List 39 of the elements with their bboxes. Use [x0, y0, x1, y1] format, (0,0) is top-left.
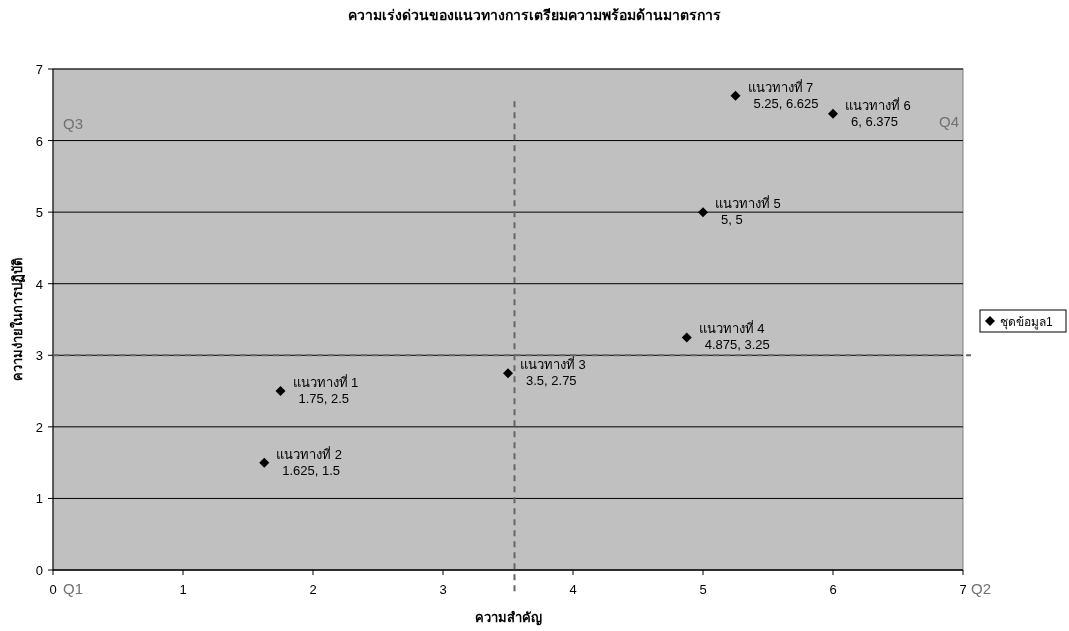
- text: Q2: [971, 580, 992, 597]
- y-tick-label: 5: [35, 205, 43, 221]
- point: [259, 457, 270, 468]
- data-label: แนวทางที่ 1 1.75, 2.5: [292, 374, 359, 407]
- annotation: Q4: [938, 113, 959, 130]
- data-label: แนวทางที่ 3 3.5, 2.75: [520, 356, 586, 389]
- x-axis-title: ความสำคัญ: [474, 610, 542, 626]
- x-tick-label: 6: [829, 582, 837, 597]
- point: [275, 386, 286, 397]
- x-tick-label: 5: [699, 582, 707, 597]
- x-tick-label: 1: [179, 582, 187, 597]
- x-tick-label: 0: [49, 582, 57, 597]
- chart-title: ความเร่งด่วนของแนวทางการเตรียมความพร้อมด้านมาตรการ: [348, 7, 721, 23]
- point: [730, 90, 741, 101]
- y-axis-title: ความง่ายในการปฏิบัติ: [9, 258, 26, 381]
- data-label: แนวทางที่ 5 5, 5: [715, 195, 781, 228]
- point: [698, 207, 708, 218]
- legend: ชุดข้อมูล1: [979, 309, 1067, 333]
- point: [681, 332, 692, 343]
- y-tick-label: 3: [35, 348, 43, 364]
- y-tick-label: 2: [35, 419, 43, 435]
- data-label: แนวทางที่ 2 1.625, 1.5: [276, 445, 343, 478]
- legend-label: ชุดข้อมูล1: [1000, 315, 1053, 330]
- x-tick-label: 7: [959, 582, 967, 597]
- x-tick-label: 3: [439, 582, 447, 597]
- y-tick-label: 6: [35, 133, 43, 149]
- annotation: Q3: [63, 115, 84, 132]
- x-tick-label: 4: [569, 582, 577, 597]
- text: Q1: [63, 580, 84, 597]
- data-label: แนวทางที่ 7 5.25, 6.625: [747, 78, 819, 111]
- point: [828, 108, 838, 119]
- y-tick-label: 4: [35, 276, 43, 292]
- data-label: แนวทางที่ 4 4.875, 3.25: [698, 320, 770, 353]
- data-label: แนวทางที่ 6 6, 6.375: [845, 96, 911, 129]
- point: [503, 368, 513, 379]
- y-tick-label: 1: [35, 491, 43, 507]
- y-tick-label: 0: [35, 563, 43, 578]
- x-tick-label: 2: [309, 582, 317, 597]
- y-tick-label: 7: [35, 62, 43, 77]
